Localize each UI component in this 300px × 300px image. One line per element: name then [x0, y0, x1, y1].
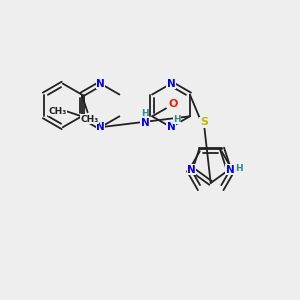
Text: S: S — [200, 117, 208, 127]
Text: N: N — [167, 79, 176, 88]
Text: CH₃: CH₃ — [80, 115, 99, 124]
Text: N: N — [187, 165, 196, 175]
Text: N: N — [96, 122, 105, 132]
Text: H: H — [235, 164, 243, 173]
Text: N: N — [226, 165, 234, 175]
Text: CH₃: CH₃ — [49, 107, 67, 116]
Text: N: N — [141, 118, 150, 128]
Text: H: H — [141, 109, 149, 118]
Text: H: H — [173, 115, 181, 124]
Text: N: N — [96, 79, 105, 88]
Text: O: O — [168, 99, 178, 110]
Text: N: N — [167, 122, 176, 132]
